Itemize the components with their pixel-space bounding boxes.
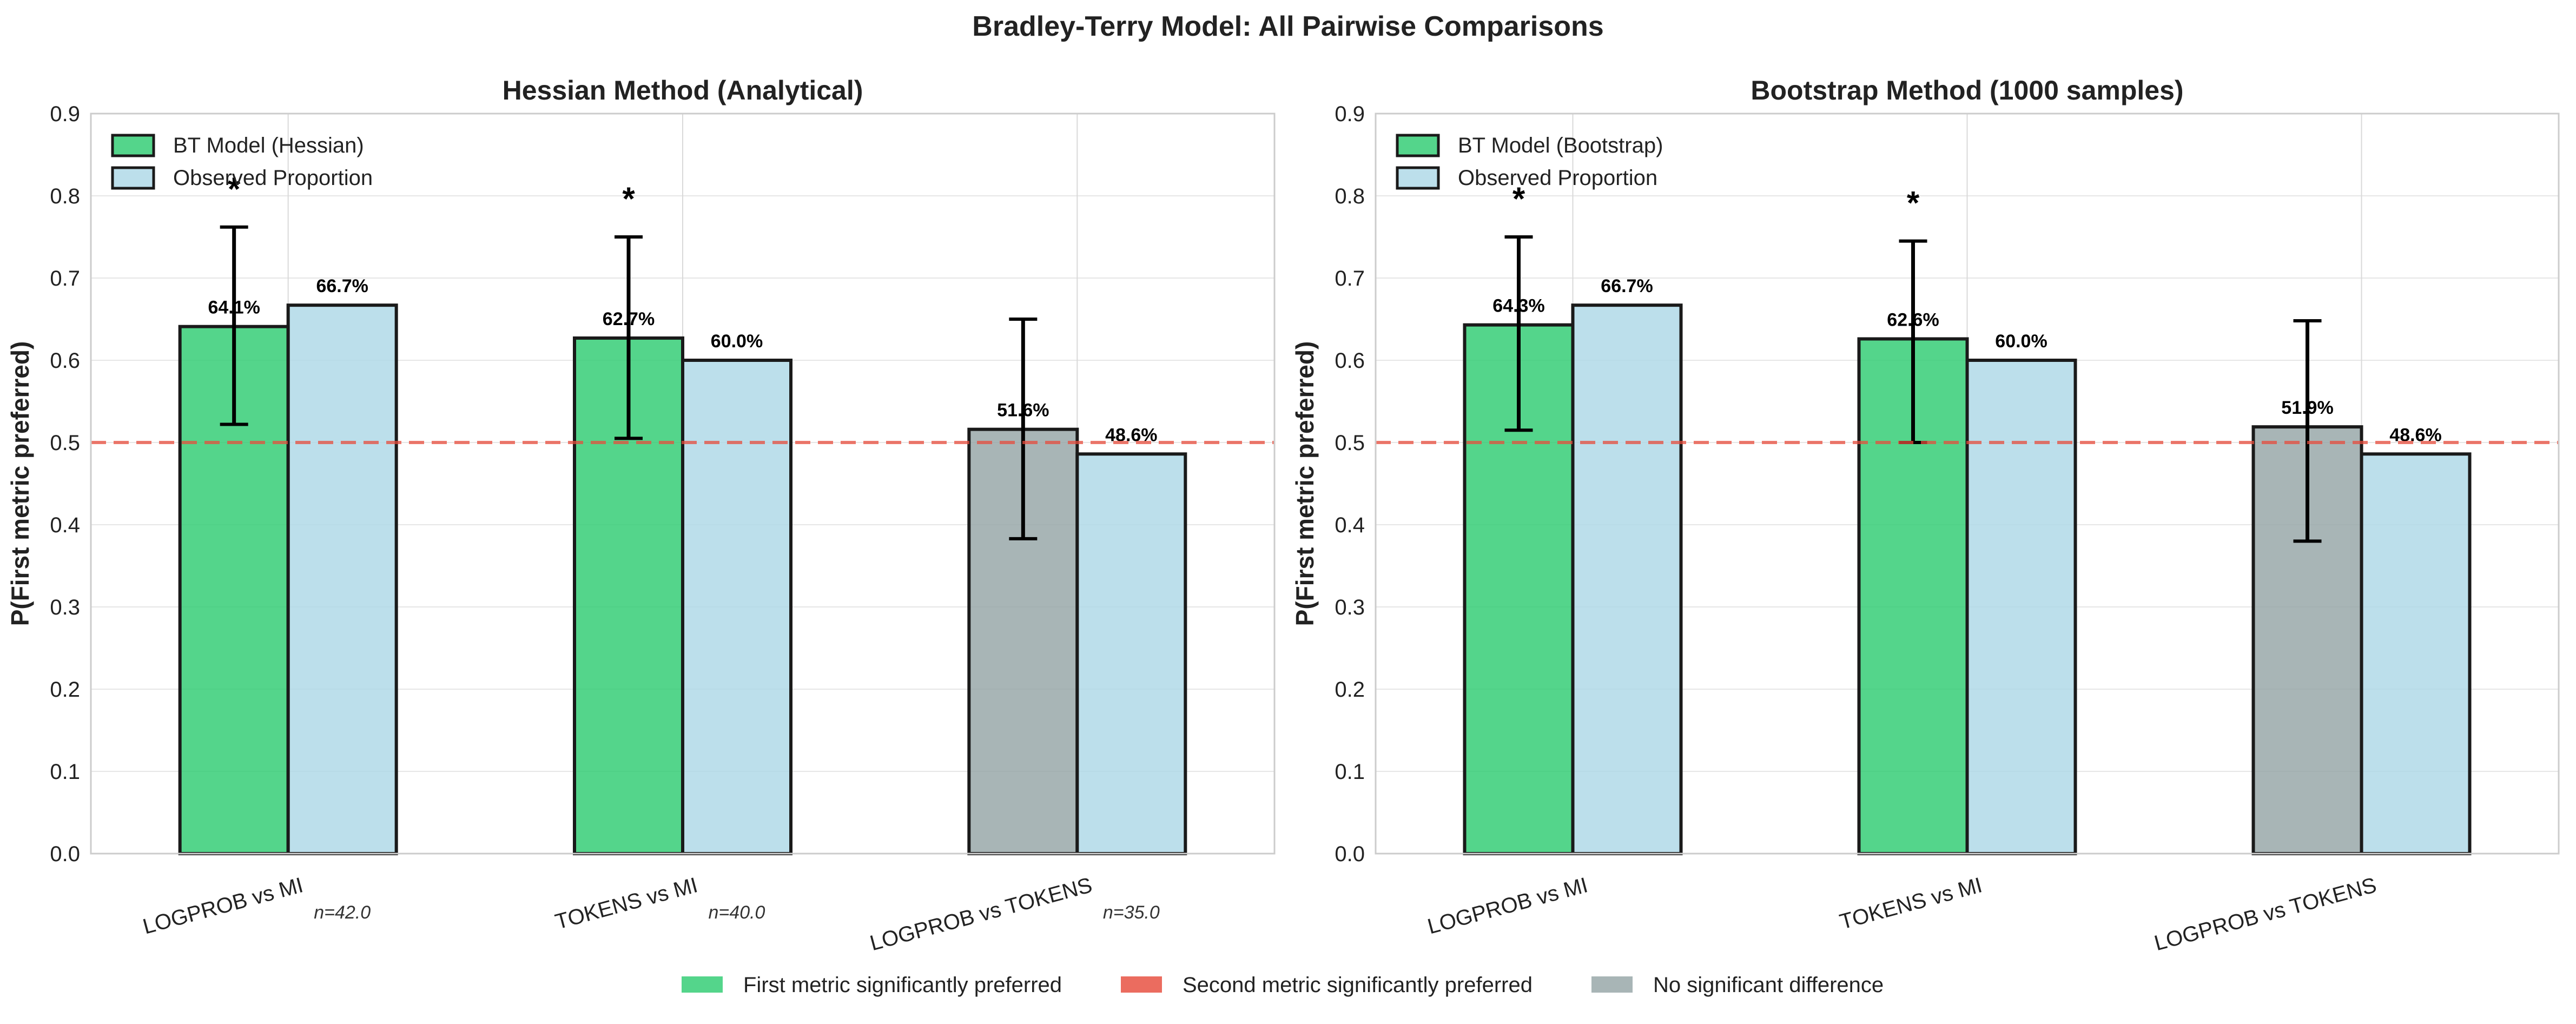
y-tick-label: 0.4: [50, 513, 80, 537]
figure-legend-label: First metric significantly preferred: [743, 973, 1062, 997]
y-tick-label: 0.9: [1335, 102, 1365, 126]
legend-swatch-bt-model: [111, 134, 155, 157]
y-tick-label: 0.2: [1335, 678, 1365, 702]
observed-proportion-bar: [1075, 452, 1187, 855]
plot-frame: [90, 113, 1276, 855]
significance-star: *: [622, 181, 635, 217]
observed-value-label: 60.0%: [711, 331, 763, 352]
observed-proportion-bar: [681, 359, 792, 855]
bt-value-label: 64.3%: [1492, 296, 1544, 316]
y-tick-label: 0.0: [1335, 842, 1365, 866]
y-tick-label: 0.3: [1335, 596, 1365, 619]
legend-label-bt-model: BT Model (Hessian): [173, 134, 364, 157]
y-tick-label: 0.1: [50, 760, 80, 784]
y-tick-label: 0.7: [50, 267, 80, 290]
y-tick-label: 0.9: [50, 102, 80, 126]
observed-value-label: 66.7%: [1601, 276, 1653, 296]
sample-size-label: n=40.0: [709, 902, 765, 923]
significance-star: *: [1512, 181, 1525, 217]
figure-legend-label: No significant difference: [1653, 973, 1884, 997]
bt-value-label: 64.1%: [208, 298, 260, 318]
bt-value-label: 51.9%: [2281, 398, 2333, 418]
observed-proportion-bar: [286, 303, 398, 855]
legend-label-observed: Observed Proportion: [173, 166, 373, 190]
sample-size-label: n=35.0: [1103, 902, 1160, 923]
y-tick-label: 0.3: [50, 596, 80, 619]
y-tick-label: 0.1: [1335, 760, 1365, 784]
y-tick-label: 0.4: [1335, 513, 1365, 537]
legend-swatch-observed: [1396, 166, 1440, 190]
y-tick-label: 0.6: [1335, 349, 1365, 373]
y-axis-label: P(First metric preferred): [6, 341, 34, 626]
significance-star: *: [228, 171, 241, 207]
y-axis-label: P(First metric preferred): [1291, 341, 1319, 626]
observed-proportion-bar: [1965, 359, 2077, 855]
y-tick-label: 0.0: [50, 842, 80, 866]
figure-suptitle: Bradley-Terry Model: All Pairwise Compar…: [972, 11, 1603, 42]
legend-label-observed: Observed Proportion: [1458, 166, 1657, 190]
figure-legend-swatch: [1121, 976, 1162, 993]
panel-title: Hessian Method (Analytical): [503, 75, 863, 105]
bt-value-label: 51.6%: [997, 400, 1049, 421]
bt-value-label: 62.6%: [1887, 309, 1939, 330]
observed-value-label: 66.7%: [316, 276, 368, 296]
y-tick-label: 0.7: [1335, 267, 1365, 290]
y-tick-label: 0.6: [50, 349, 80, 373]
legend-swatch-bt-model: [1396, 134, 1440, 157]
figure-legend-swatch: [1591, 976, 1633, 993]
y-tick-label: 0.8: [50, 184, 80, 208]
plot-frame: [1375, 113, 2560, 855]
y-tick-label: 0.5: [1335, 431, 1365, 455]
observed-proportion-bar: [1571, 303, 1683, 855]
y-tick-label: 0.5: [50, 431, 80, 455]
legend-swatch-observed: [111, 166, 155, 190]
figure-legend-swatch: [682, 976, 723, 993]
sample-size-label: n=42.0: [314, 902, 371, 923]
legend-label-bt-model: BT Model (Bootstrap): [1458, 134, 1663, 157]
observed-proportion-bar: [2360, 452, 2472, 855]
y-tick-label: 0.2: [50, 678, 80, 702]
y-tick-label: 0.8: [1335, 184, 1365, 208]
bt-value-label: 62.7%: [603, 309, 655, 329]
figure-legend-label: Second metric significantly preferred: [1183, 973, 1533, 997]
bootstrap-panel: 0.0 0.1 0.2 0.3 0.4 0.5 0.6 0.7 0.8 0.9 64.3% 66.7%…: [1291, 75, 2560, 955]
figure-legend: First metric significantly preferred Seco…: [682, 973, 1884, 997]
significance-star: *: [1907, 185, 1920, 221]
panel-title: Bootstrap Method (1000 samples): [1751, 75, 2183, 105]
observed-value-label: 60.0%: [1995, 331, 2047, 352]
